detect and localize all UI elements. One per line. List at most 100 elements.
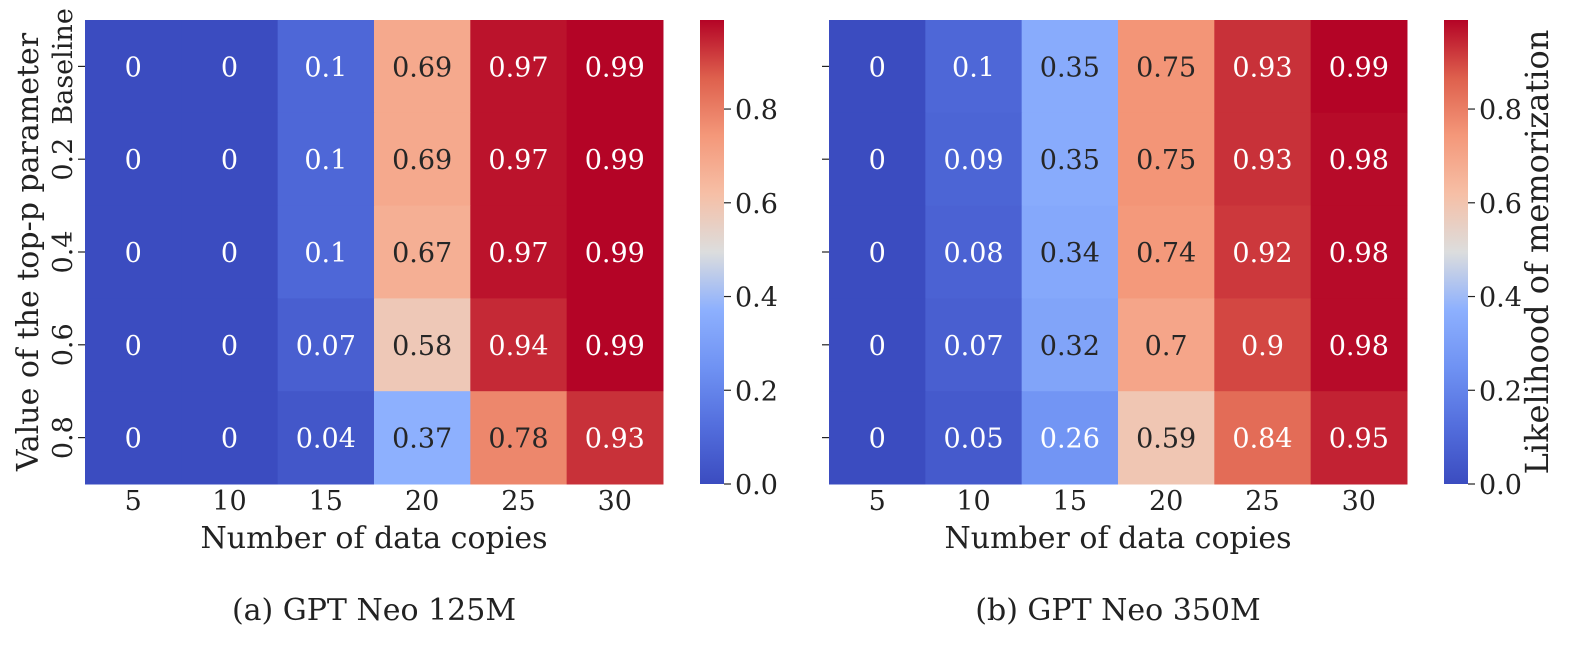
- cell-value-label: 0: [125, 424, 142, 455]
- heatmap-cell: [277, 205, 375, 299]
- heatmap-cell: [829, 112, 926, 207]
- y-tick-label: 0.4: [48, 231, 79, 274]
- cell-value-label: 0.93: [1232, 52, 1292, 83]
- cell-value-label: 0.7: [1145, 331, 1188, 362]
- heatmap-panel-a: 0 0 0.1 0.69 0.97 0.99 0 0 0.1 0.69 0.97 0.99 0 0 0.1 0…: [11, 8, 778, 628]
- heatmap-cell: [181, 298, 279, 392]
- cell-value-label: 0: [125, 331, 142, 362]
- heatmap-cell: [829, 20, 926, 114]
- heatmap-cell: [373, 205, 471, 299]
- heatmap-cell: [925, 20, 1023, 114]
- heatmap-cell: [181, 391, 279, 485]
- heatmap-cell: [373, 112, 471, 207]
- panel-caption-b: (b) GPT Neo 350M: [975, 593, 1260, 628]
- x-tick-label: 5: [869, 486, 886, 517]
- cell-value-label: 0.98: [1329, 145, 1389, 176]
- cell-value-label: 0.84: [1232, 424, 1292, 455]
- colorbar-tick-label: 0.6: [735, 189, 778, 220]
- x-tick-label: 10: [212, 486, 246, 517]
- cell-value-label: 0.99: [585, 52, 645, 83]
- heatmap-cell: [85, 298, 182, 392]
- cell-value-label: 0.98: [1329, 331, 1389, 362]
- heatmap-cell: [1117, 112, 1215, 207]
- cell-value-label: 0: [125, 52, 142, 83]
- heatmap-cell: [1214, 205, 1312, 299]
- colorbar-ticks-b: 0.0 0.2 0.4 0.6 0.8: [1468, 95, 1522, 501]
- colorbar-tick-label: 0.2: [1479, 376, 1522, 407]
- heatmap-cell: [470, 112, 568, 207]
- cell-value-label: 0.1: [304, 238, 347, 269]
- x-axis-label-b: Number of data copies: [945, 521, 1292, 556]
- y-tick-marks-b: [822, 65, 829, 439]
- cell-value-label: 0: [869, 424, 886, 455]
- cell-value-label: 0.95: [1329, 424, 1389, 455]
- heatmap-cell: [1021, 391, 1119, 485]
- cell-value-label: 0.93: [1232, 145, 1292, 176]
- x-tick-label: 20: [405, 486, 439, 517]
- cell-value-label: 0: [221, 331, 238, 362]
- heatmap-cell: [566, 298, 664, 392]
- cell-value-label: 0: [125, 145, 142, 176]
- cell-value-label: 0.99: [1329, 52, 1389, 83]
- y-tick-label: 0.8: [48, 416, 79, 459]
- heatmap-cell: [1021, 298, 1119, 392]
- heatmap-cell: [277, 20, 375, 114]
- cell-value-label: 0.99: [585, 331, 645, 362]
- cell-value-label: 0: [221, 145, 238, 176]
- cell-value-label: 0.99: [585, 145, 645, 176]
- heatmap-cell: [1214, 112, 1312, 207]
- heatmap-cell: [1310, 20, 1408, 114]
- colorbar-label-b: Likelihood of memorization: [1518, 30, 1556, 475]
- heatmap-cell: [1214, 391, 1312, 485]
- cell-value-label: 0.58: [392, 331, 452, 362]
- cell-value-label: 0.1: [952, 52, 995, 83]
- panel-caption-a: (a) GPT Neo 125M: [232, 593, 516, 628]
- cell-value-label: 0.78: [488, 424, 548, 455]
- heatmap-cell: [181, 112, 279, 207]
- heatmap-cell: [85, 205, 182, 299]
- heatmap-cell: [829, 205, 926, 299]
- x-axis-label-a: Number of data copies: [201, 521, 548, 556]
- cell-value-label: 0: [869, 238, 886, 269]
- cell-value-label: 0.07: [296, 331, 356, 362]
- heatmap-cell: [373, 20, 471, 114]
- x-tick-labels-a: 5 10 15 20 25 30: [125, 486, 632, 517]
- colorbar-tick-label: 0.0: [735, 470, 778, 501]
- heatmap-cell: [85, 20, 182, 114]
- cell-value-label: 0.69: [392, 52, 452, 83]
- heatmap-cell: [829, 298, 926, 392]
- cell-value-label: 0.97: [488, 52, 548, 83]
- cell-value-label: 0.08: [943, 238, 1003, 269]
- cell-value-label: 0.69: [392, 145, 452, 176]
- heatmap-cell: [1214, 298, 1312, 392]
- cell-value-label: 0: [125, 238, 142, 269]
- heatmap-cell: [925, 391, 1023, 485]
- cell-value-label: 0: [869, 145, 886, 176]
- cell-value-label: 0.74: [1136, 238, 1196, 269]
- cell-value-label: 0.97: [488, 145, 548, 176]
- heatmap-cell: [1117, 20, 1215, 114]
- heatmap-panel-b: 0 0.1 0.35 0.75 0.93 0.990 0.09 0.35 0.75 0.93 0.9…: [822, 20, 1556, 628]
- heatmap-cell: [925, 298, 1023, 392]
- x-tick-label: 30: [1342, 486, 1376, 517]
- heatmap-cell: [1214, 20, 1312, 114]
- heatmap-cell: [1310, 112, 1408, 207]
- cell-value-label: 0: [221, 424, 238, 455]
- y-tick-label: 0.6: [48, 323, 79, 366]
- heatmap-cell: [470, 205, 568, 299]
- cell-value-label: 0.75: [1136, 52, 1196, 83]
- heatmap-cell: [277, 391, 375, 485]
- cell-value-label: 0.99: [585, 238, 645, 269]
- heatmap-cell: [925, 112, 1023, 207]
- heatmap-cell: [566, 112, 664, 207]
- x-tick-label: 5: [125, 486, 142, 517]
- cell-value-label: 0.07: [943, 331, 1003, 362]
- colorbar-ticks-a: 0.0 0.2 0.4 0.6 0.8: [724, 95, 778, 501]
- heatmap-cell: [1021, 20, 1119, 114]
- cell-value-label: 0.35: [1040, 52, 1100, 83]
- heatmap-cell: [829, 391, 926, 485]
- colorbar-tick-label: 0.8: [735, 95, 778, 126]
- colorbar-tick-label: 0.6: [1479, 189, 1522, 220]
- cell-value-label: 0.94: [488, 331, 548, 362]
- heatmap-cell: [925, 205, 1023, 299]
